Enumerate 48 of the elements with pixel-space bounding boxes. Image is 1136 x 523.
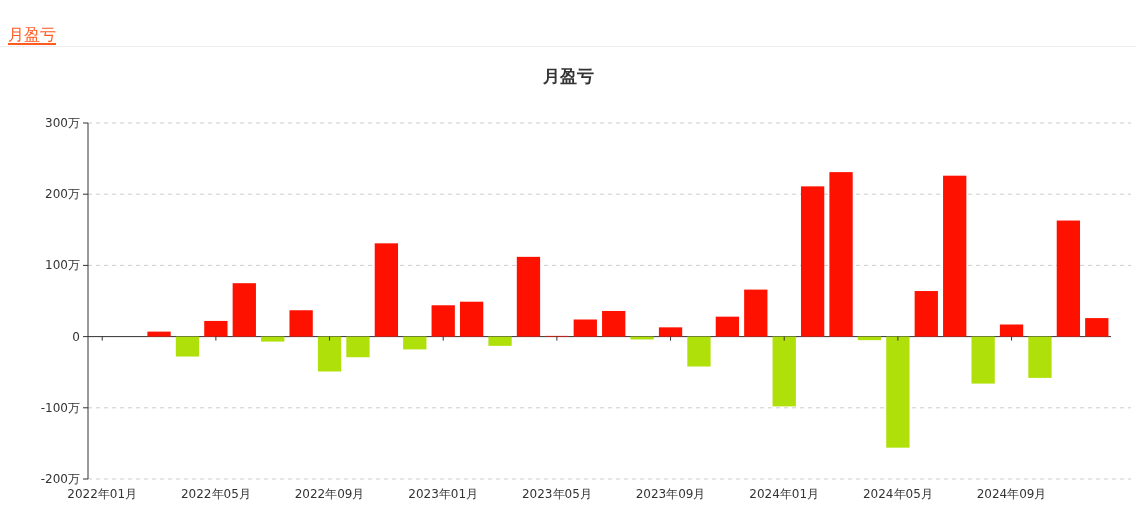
bar — [261, 336, 285, 342]
bar — [204, 320, 228, 337]
bar — [687, 336, 711, 367]
bar — [374, 243, 399, 337]
x-tick-label: 2024年09月 — [976, 487, 1047, 501]
x-tick-label: 2023年01月 — [408, 487, 479, 501]
bar — [1056, 220, 1081, 337]
x-tick-label: 2023年09月 — [635, 487, 706, 501]
y-tick-label: -100万 — [40, 400, 80, 415]
bar — [886, 336, 910, 448]
bar — [800, 186, 825, 337]
x-tick-label: 2022年09月 — [294, 487, 365, 501]
x-tick-label: 2023年05月 — [521, 487, 592, 501]
y-tick-label: -200万 — [40, 472, 80, 486]
bar — [573, 319, 597, 337]
chart-title: 月盈亏 — [541, 66, 594, 86]
x-tick-label: 2024年01月 — [749, 487, 820, 501]
bar — [147, 331, 171, 337]
bar — [715, 316, 740, 337]
bar — [829, 172, 853, 337]
y-tick-label: 0 — [72, 329, 80, 344]
y-tick-label: 300万 — [45, 116, 80, 130]
bar — [516, 256, 541, 337]
x-tick-label: 2024年05月 — [862, 487, 933, 501]
y-tick-label: 100万 — [45, 258, 80, 273]
bar — [772, 336, 796, 407]
bar — [914, 291, 938, 337]
bar — [289, 310, 313, 337]
bar — [317, 336, 342, 372]
bar — [1028, 336, 1052, 378]
bar — [971, 336, 995, 384]
bar — [602, 310, 626, 337]
bar — [459, 301, 484, 337]
bar — [943, 175, 967, 337]
x-tick-label: 2022年01月 — [67, 487, 138, 501]
bar — [431, 305, 455, 337]
bar — [1085, 318, 1109, 337]
x-tick-label: 2022年05月 — [180, 487, 251, 501]
y-tick-label: 200万 — [45, 187, 80, 202]
bar — [232, 283, 256, 337]
bar — [744, 289, 768, 337]
bar — [175, 336, 200, 357]
bar — [403, 336, 427, 350]
bar — [658, 327, 683, 337]
bar — [999, 324, 1024, 337]
bar — [488, 336, 512, 346]
text: 月盈亏 — [8, 25, 56, 44]
bar — [346, 336, 370, 358]
